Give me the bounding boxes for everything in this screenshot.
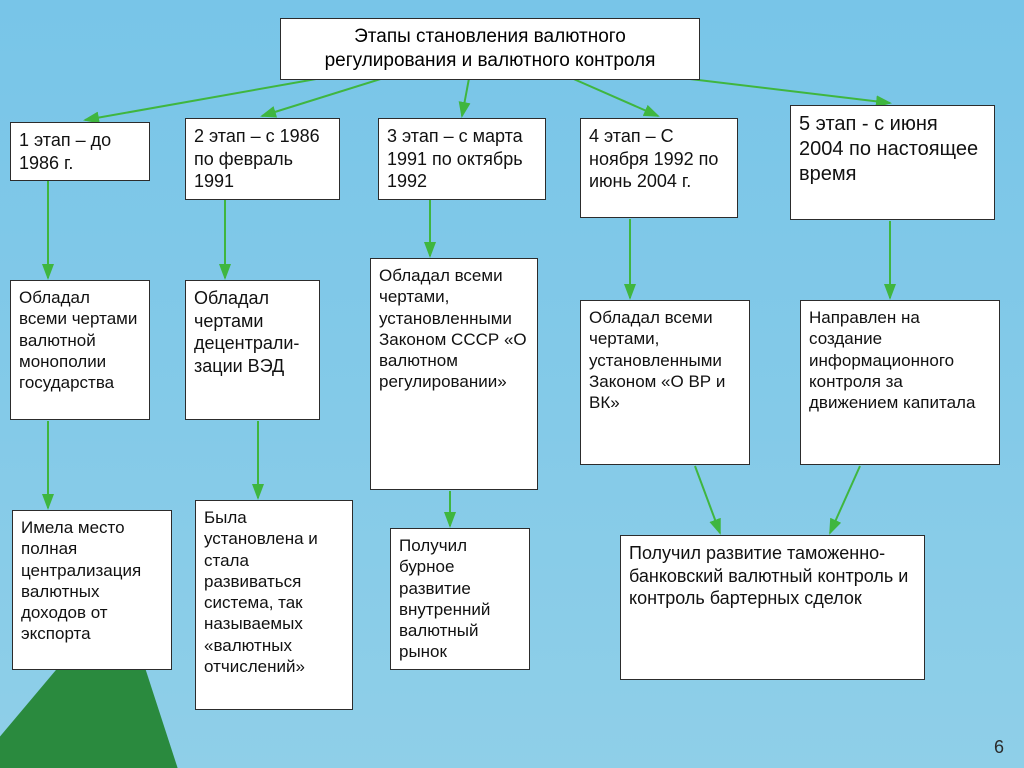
desc-a-box-4: Обладал всеми чертами, установленными За… (580, 300, 750, 465)
desc-b-box-1: Имела место полная централизация валютны… (12, 510, 172, 670)
stage-box-3: 3 этап – с марта 1991 по октябрь 1992 (378, 118, 546, 200)
page-number: 6 (994, 737, 1004, 758)
stage-box-2: 2 этап – с 1986 по февраль 1991 (185, 118, 340, 200)
stage-box-1: 1 этап – до 1986 г. (10, 122, 150, 181)
diagram-title: Этапы становления валютного регулировани… (280, 18, 700, 80)
desc-b-box-3: Получил бурное развитие внутренний валют… (390, 528, 530, 670)
desc-a-box-3: Обладал всеми чертами, установленными За… (370, 258, 538, 490)
desc-b-box-4: Получил развитие таможенно-банковский ва… (620, 535, 925, 680)
desc-a-box-2: Обладал чертами децентрали-зации ВЭД (185, 280, 320, 420)
desc-a-box-1: Обладал всеми чертами валютной монополии… (10, 280, 150, 420)
desc-a-box-5: Направлен на создание информационного ко… (800, 300, 1000, 465)
desc-b-box-2: Была установлена и стала развиваться сис… (195, 500, 353, 710)
stage-box-4: 4 этап – С ноября 1992 по июнь 2004 г. (580, 118, 738, 218)
stage-box-5: 5 этап - с июня 2004 по настоящее время (790, 105, 995, 220)
